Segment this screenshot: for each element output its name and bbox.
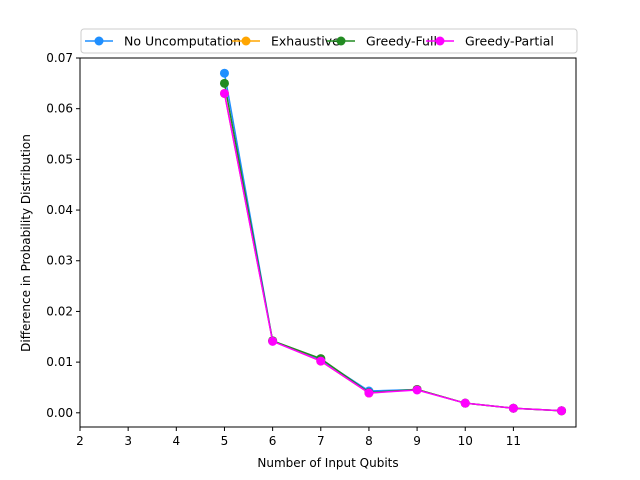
y-tick-label: 0.06 <box>46 102 73 116</box>
series-line <box>223 83 562 412</box>
series-line <box>223 73 562 412</box>
x-tick-label: 4 <box>172 434 180 448</box>
x-tick-label: 7 <box>317 434 325 448</box>
plot-area: 2 3 4 5 6 7 8 9 10 11 0.00 0.01 0.02 0.03 0.04 0.05 0.06… <box>46 51 577 448</box>
x-tick-label: 3 <box>124 434 132 448</box>
x-tick-label: 2 <box>76 434 84 448</box>
data-point <box>219 88 229 98</box>
y-tick-label: 0.05 <box>46 152 73 166</box>
series-line <box>223 93 562 412</box>
x-tick-label: 9 <box>413 434 421 448</box>
data-point <box>219 68 229 78</box>
y-tick-label: 0.07 <box>46 51 73 65</box>
x-tick-label: 5 <box>221 434 229 448</box>
legend-swatch-marker <box>94 36 104 46</box>
legend-item: Greedy-Partial <box>426 34 554 49</box>
legend-label: Exhaustive <box>271 34 340 49</box>
series-no-uncomputation <box>219 68 567 416</box>
data-point <box>557 406 567 416</box>
series-line <box>223 93 562 412</box>
legend-item: Greedy-Full <box>327 34 437 49</box>
data-point <box>508 403 518 413</box>
legend-label: No Uncomputation <box>124 34 241 49</box>
data-point <box>268 336 278 346</box>
series-greedy-partial <box>219 88 567 416</box>
x-tick-label: 6 <box>269 434 277 448</box>
legend: No Uncomputation Exhaustive Greedy-Full Gre… <box>80 28 578 54</box>
data-point <box>460 398 470 408</box>
x-axis-label: Number of Input Qubits <box>257 456 398 470</box>
legend-swatch-marker <box>241 36 251 46</box>
legend-item: No Uncomputation <box>85 34 241 49</box>
legend-label: Greedy-Partial <box>465 34 554 49</box>
legend-item: Exhaustive <box>232 34 340 49</box>
x-tick-label: 11 <box>506 434 521 448</box>
data-point <box>364 388 374 398</box>
data-point <box>412 385 422 395</box>
axes-frame <box>79 57 577 428</box>
y-tick-label: 0.02 <box>46 304 73 318</box>
series-greedy-full <box>219 78 567 416</box>
y-tick-label: 0.00 <box>46 406 73 420</box>
legend-label: Greedy-Full <box>366 34 437 49</box>
y-tick-label: 0.01 <box>46 355 73 369</box>
legend-swatch-marker <box>336 36 346 46</box>
y-tick-label: 0.03 <box>46 254 73 268</box>
data-point <box>219 78 229 88</box>
x-tick-label: 8 <box>365 434 373 448</box>
y-tick-label: 0.04 <box>46 203 73 217</box>
data-point <box>316 356 326 366</box>
x-tick-label: 10 <box>458 434 473 448</box>
series-exhaustive <box>219 88 567 416</box>
y-axis-label: Difference in Probability Distribution <box>19 134 33 352</box>
legend-swatch-marker <box>435 36 445 46</box>
